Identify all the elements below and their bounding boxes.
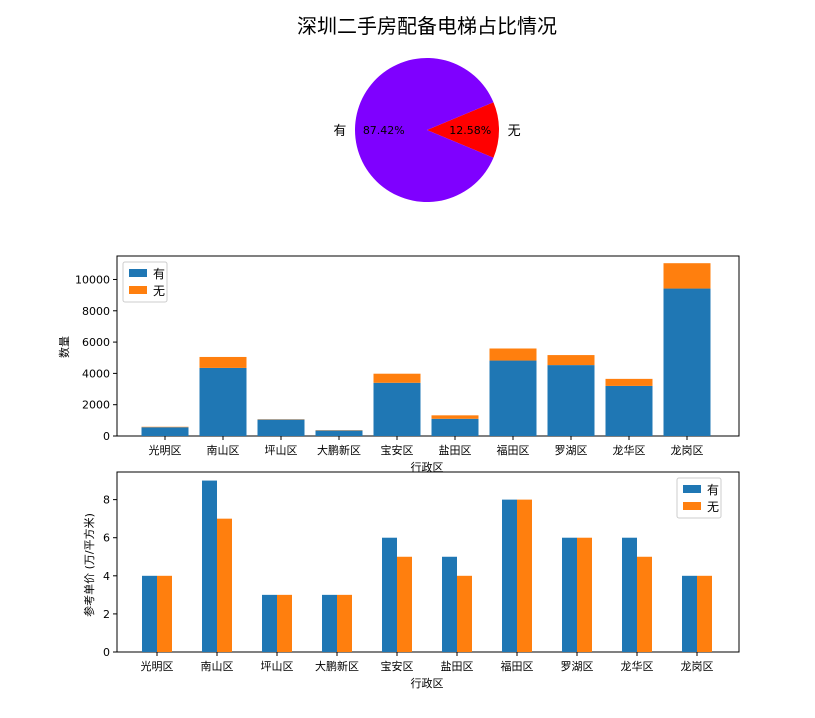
bar2-bar-wu: [457, 575, 472, 652]
bar2-bar-wu: [217, 518, 232, 652]
pie-slice-wu: [427, 102, 500, 158]
bar2-bar-you: [562, 537, 577, 652]
bar1-legend-label: 有: [153, 267, 165, 281]
bar1-legend-swatch: [129, 269, 147, 277]
bar2-xtick-label: 光明区: [141, 659, 174, 673]
bar1-bar-wu: [199, 356, 247, 368]
bar2-legend-label: 有: [707, 483, 719, 497]
bar2-bar-wu: [157, 575, 172, 652]
pie-label: 无: [508, 124, 521, 139]
bar1-bar-you: [257, 419, 305, 436]
bar1-ytick-label: 6000: [82, 336, 110, 349]
bar2-bar-wu: [277, 594, 292, 652]
bar1-xtick-label: 龙岗区: [671, 444, 704, 457]
bar2-bar-wu: [577, 537, 592, 652]
bar1-bar-wu: [373, 373, 421, 383]
bar2-bar-you: [622, 537, 637, 652]
bar1-bar-you: [373, 382, 421, 436]
bar1-legend-label: 无: [153, 284, 165, 298]
bar1-bar-you: [141, 427, 189, 436]
bar1-bar-wu: [663, 263, 711, 289]
bar2-xtick-label: 龙华区: [621, 659, 654, 673]
bar2-ytick-label: 2: [103, 608, 110, 621]
bar1-xtick-label: 坪山区: [265, 444, 298, 457]
bar1-legend-swatch: [129, 286, 147, 294]
bar1-xtick-label: 盐田区: [439, 444, 472, 457]
bar2-bar-you: [322, 594, 337, 652]
bar1-bar-you: [199, 367, 247, 436]
bar2-xtick-label: 宝安区: [381, 659, 414, 673]
bar1-xtick-label: 宝安区: [381, 443, 414, 457]
bar2-bar-wu: [697, 575, 712, 652]
bar1-bar-wu: [547, 355, 595, 366]
bar2-ytick-label: 0: [103, 646, 110, 659]
bar1-ylabel: 数量: [58, 336, 71, 358]
pie-title: 深圳二手房配备电梯占比情况: [297, 14, 557, 38]
bar1-xtick-label: 大鹏新区: [317, 443, 361, 457]
bar2-bar-you: [442, 556, 457, 652]
bar1-ytick-label: 10000: [75, 273, 110, 286]
grouped-bar-chart: 光明区 南山区 坪山区 大鹏新区 宝安区 盐田区 福田区 罗湖区 龙华区 龙岗区 0 2 4 6 8 有无: [103, 471, 740, 673]
bar1-bar-you: [431, 418, 479, 436]
bar1-xlabel: 行政区: [411, 460, 444, 474]
bar1-ytick-label: 0: [103, 430, 110, 443]
bar2-xtick-label: 龙岗区: [681, 660, 714, 673]
bar1-bar-you: [489, 360, 537, 436]
bar2-bar-wu: [397, 556, 412, 652]
bar2-legend-swatch: [683, 485, 701, 493]
pie-chart: 无 12.58% 有 87.42%: [333, 58, 521, 203]
pie-label: 有: [333, 124, 346, 139]
bar2-bar-you: [382, 537, 397, 652]
bar2-legend-swatch: [683, 502, 701, 510]
bar2-xtick-label: 大鹏新区: [315, 659, 359, 673]
bar1-xtick-label: 福田区: [497, 443, 530, 457]
bar1-xtick-label: 罗湖区: [555, 444, 588, 457]
bar2-bar-you: [202, 480, 217, 652]
bar1-bar-you: [315, 430, 363, 436]
bar2-bar-you: [142, 575, 157, 652]
bar2-bar-wu: [637, 556, 652, 652]
bar1-xtick-label: 南山区: [207, 444, 240, 457]
bar1-ytick-label: 2000: [82, 399, 110, 412]
bar2-xtick-label: 南山区: [201, 660, 234, 673]
bar1-bar-wu: [431, 415, 479, 419]
bar2-bar-you: [682, 575, 697, 652]
pie-percent-label: 87.42%: [363, 124, 405, 137]
bar2-xtick-label: 福田区: [501, 659, 534, 673]
bar2-ytick-label: 4: [103, 570, 110, 583]
bar2-bar-wu: [517, 499, 532, 652]
bar2-ytick-label: 6: [103, 532, 110, 545]
bar2-ylabel: 参考单价 (万/平方米): [82, 513, 96, 617]
bar2-bar-you: [502, 499, 517, 652]
bar1-ytick-label: 4000: [82, 367, 110, 380]
bar2-ytick-label: 8: [103, 494, 110, 507]
bar2-bar-you: [262, 594, 277, 652]
bar1-bar-you: [605, 385, 653, 436]
stacked-bar-chart: 光明区 南山区 坪山区 大鹏新区 宝安区 盐田区 福田区 罗湖区 龙华区 龙岗区 0 2000 4000…: [75, 255, 740, 457]
bar1-xtick-label: 龙华区: [613, 443, 646, 457]
bar2-xtick-label: 坪山区: [261, 660, 294, 673]
bar2-legend-label: 无: [707, 500, 719, 514]
bar2-bar-wu: [337, 594, 352, 652]
bar1-bar-wu: [489, 348, 537, 361]
bar1-frame: [116, 255, 740, 437]
bar2-xtick-label: 盐田区: [441, 660, 474, 673]
bar2-xtick-label: 罗湖区: [561, 660, 594, 673]
bar1-ytick-label: 8000: [82, 305, 110, 318]
bar1-xtick-label: 光明区: [149, 443, 182, 457]
bar2-xlabel: 行政区: [411, 676, 444, 690]
bar1-bar-you: [547, 365, 595, 436]
bar1-bar-wu: [605, 378, 653, 386]
bar1-bar-you: [663, 288, 711, 436]
pie-slice-you: [355, 58, 494, 203]
bar2-frame: [116, 471, 740, 653]
pie-percent-label: 12.58%: [449, 124, 491, 137]
